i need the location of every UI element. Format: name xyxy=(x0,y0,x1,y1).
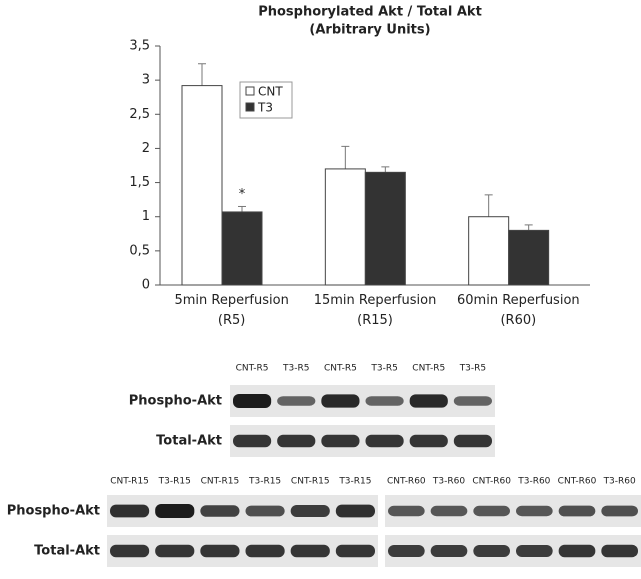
annotation: * xyxy=(239,187,246,202)
legend-label: CNT xyxy=(258,85,283,99)
lane-label: CNT-R60 xyxy=(472,477,511,487)
blot-band xyxy=(200,545,239,557)
chart-subtitle: (Arbitrary Units) xyxy=(309,23,430,38)
lane-label: T3-R15 xyxy=(338,477,371,487)
blot-band xyxy=(336,545,375,557)
blot-band xyxy=(454,435,492,447)
legend-swatch xyxy=(246,103,254,111)
blot-band xyxy=(516,545,553,557)
lane-label: T3-R15 xyxy=(158,477,191,487)
blot-band xyxy=(321,435,359,447)
blot-band xyxy=(155,504,194,518)
blot-band xyxy=(277,396,315,406)
lane-label: T3-R5 xyxy=(459,364,486,374)
lane-label: CNT-R5 xyxy=(412,364,445,374)
y-tick-label: 2 xyxy=(142,141,150,156)
blot-band xyxy=(516,506,553,516)
row-label: Total-Akt xyxy=(156,434,222,449)
blot-band xyxy=(321,394,359,407)
lane-label: CNT-R5 xyxy=(236,364,269,374)
chart-title: Phosphorylated Akt / Total Akt xyxy=(258,5,482,20)
bar xyxy=(509,230,549,285)
blot-band xyxy=(601,506,638,517)
blot-band xyxy=(291,545,330,557)
y-tick-label: 3 xyxy=(142,73,150,88)
blot-band xyxy=(388,545,425,557)
blot-band xyxy=(559,545,596,557)
row-label: Total-Akt xyxy=(34,544,100,559)
blot-band xyxy=(431,506,468,516)
y-tick-label: 0 xyxy=(142,278,150,293)
blot-band xyxy=(601,545,638,557)
blot-band xyxy=(366,396,404,406)
lane-label: CNT-R15 xyxy=(110,477,149,487)
blot-band xyxy=(233,435,271,447)
blot-band xyxy=(559,506,596,517)
lane-label: CNT-R60 xyxy=(558,477,597,487)
legend-swatch xyxy=(246,87,254,95)
figure: Phosphorylated Akt / Total Akt (Arbitrar… xyxy=(0,0,641,579)
blot-band xyxy=(388,506,425,516)
blot-band xyxy=(291,505,330,517)
x-tick-label: 60min Reperfusion (R60) xyxy=(443,291,593,331)
blot-band xyxy=(336,505,375,518)
blot-band xyxy=(410,435,448,447)
blot-band xyxy=(431,545,468,557)
bar xyxy=(182,86,222,285)
lane-label: T3-R5 xyxy=(282,364,309,374)
y-tick-label: 3,5 xyxy=(129,39,150,54)
blot-band xyxy=(110,505,149,518)
row-label: Phospho-Akt xyxy=(7,504,100,519)
lane-label: CNT-R15 xyxy=(201,477,240,487)
blot-band xyxy=(155,545,194,557)
blot-band xyxy=(454,396,492,406)
y-tick-label: 0,5 xyxy=(129,243,150,258)
blot-band xyxy=(200,505,239,517)
y-tick-label: 1,5 xyxy=(129,175,150,190)
lane-label: T3-R60 xyxy=(603,477,636,487)
blot-band xyxy=(246,506,285,517)
x-tick-label: 5min Reperfusion (R5) xyxy=(157,291,307,331)
lane-label: T3-R60 xyxy=(517,477,550,487)
blot-band xyxy=(246,545,285,557)
blot-band xyxy=(233,394,271,408)
row-label: Phospho-Akt xyxy=(129,394,222,409)
lane-label: CNT-R60 xyxy=(387,477,426,487)
lane-label: CNT-R5 xyxy=(324,364,357,374)
blot-band xyxy=(366,435,404,447)
y-tick-label: 2,5 xyxy=(129,107,150,122)
lane-label: CNT-R15 xyxy=(291,477,330,487)
lane-label: T3-R15 xyxy=(248,477,281,487)
bar xyxy=(365,172,405,285)
bar xyxy=(325,169,365,285)
blot-band xyxy=(110,545,149,557)
blot-band xyxy=(410,394,448,407)
bar xyxy=(469,217,509,285)
bar xyxy=(222,212,262,285)
blot-band xyxy=(277,435,315,447)
y-tick-label: 1 xyxy=(142,209,150,224)
blot-band xyxy=(473,506,510,516)
blot-band xyxy=(473,545,510,557)
page: Phosphorylated Akt / Total Akt (Arbitrar… xyxy=(0,0,641,579)
legend-label: T3 xyxy=(257,101,273,115)
lane-label: T3-R60 xyxy=(432,477,465,487)
x-tick-label: 15min Reperfusion (R15) xyxy=(300,291,450,331)
lane-label: T3-R5 xyxy=(370,364,397,374)
